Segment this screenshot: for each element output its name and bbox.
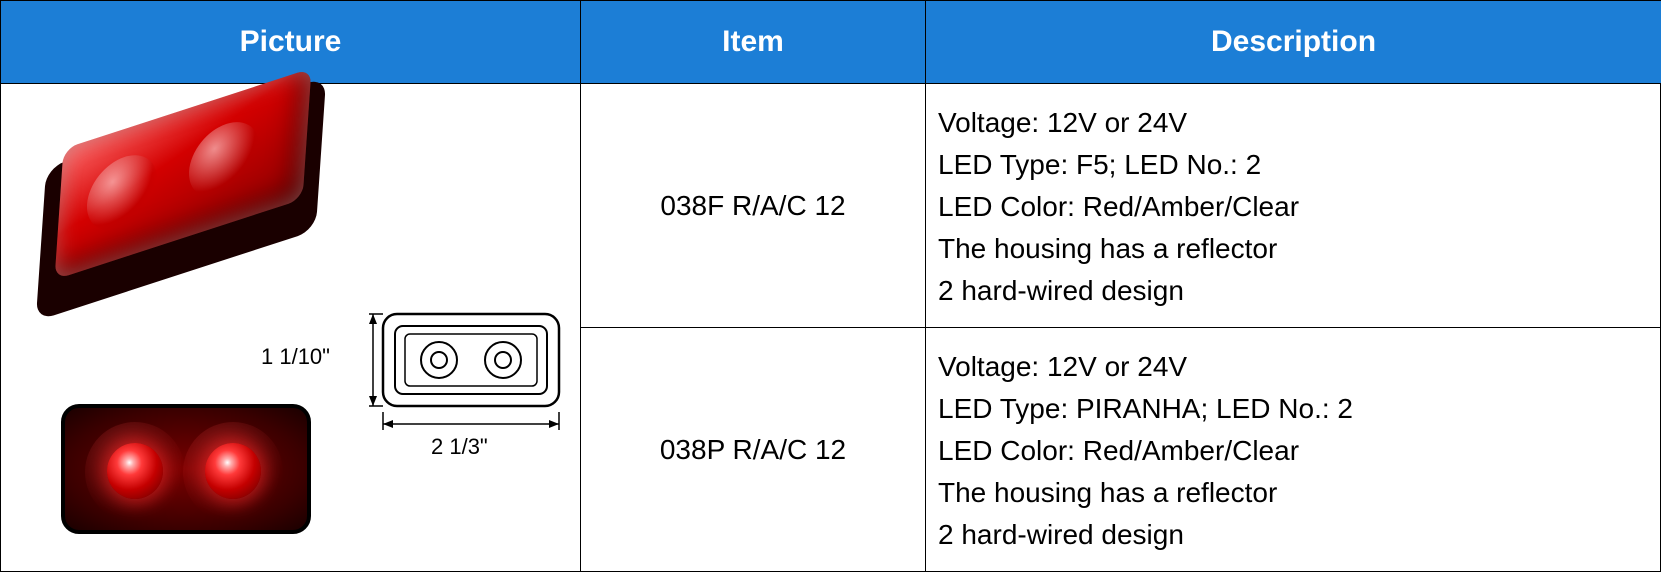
desc-line: LED Color: Red/Amber/Clear bbox=[938, 186, 1650, 228]
col-header-description: Description bbox=[926, 1, 1661, 83]
desc-line: LED Type: F5; LED No.: 2 bbox=[938, 144, 1650, 186]
desc-line: Voltage: 12V or 24V bbox=[938, 346, 1650, 388]
col-header-item: Item bbox=[581, 1, 926, 83]
picture-content: 1 1/10" 2 1/3" bbox=[1, 84, 580, 571]
description-row2: Voltage: 12V or 24V LED Type: PIRANHA; L… bbox=[926, 327, 1661, 571]
desc-line: 2 hard-wired design bbox=[938, 270, 1650, 312]
led-left-icon bbox=[107, 443, 163, 499]
desc-line: The housing has a reflector bbox=[938, 472, 1650, 514]
description-row1: Voltage: 12V or 24V LED Type: F5; LED No… bbox=[926, 83, 1661, 327]
desc-line: LED Color: Red/Amber/Clear bbox=[938, 430, 1650, 472]
dim-height-label: 1 1/10" bbox=[261, 344, 330, 370]
desc-line: 2 hard-wired design bbox=[938, 514, 1650, 556]
product-photo-angled bbox=[31, 104, 321, 284]
col-header-picture: Picture bbox=[1, 1, 581, 83]
desc-line: LED Type: PIRANHA; LED No.: 2 bbox=[938, 388, 1650, 430]
item-code-row2: 038P R/A/C 12 bbox=[581, 327, 926, 571]
dim-width-label: 2 1/3" bbox=[431, 434, 488, 460]
product-table: Picture Item Description bbox=[0, 0, 1661, 572]
dimension-diagram: 1 1/10" 2 1/3" bbox=[321, 284, 571, 484]
led-right-icon bbox=[205, 443, 261, 499]
picture-cell: 1 1/10" 2 1/3" bbox=[1, 83, 581, 571]
desc-line: Voltage: 12V or 24V bbox=[938, 102, 1650, 144]
item-code-row1: 038F R/A/C 12 bbox=[581, 83, 926, 327]
product-photo-lit bbox=[61, 404, 311, 534]
desc-line: The housing has a reflector bbox=[938, 228, 1650, 270]
